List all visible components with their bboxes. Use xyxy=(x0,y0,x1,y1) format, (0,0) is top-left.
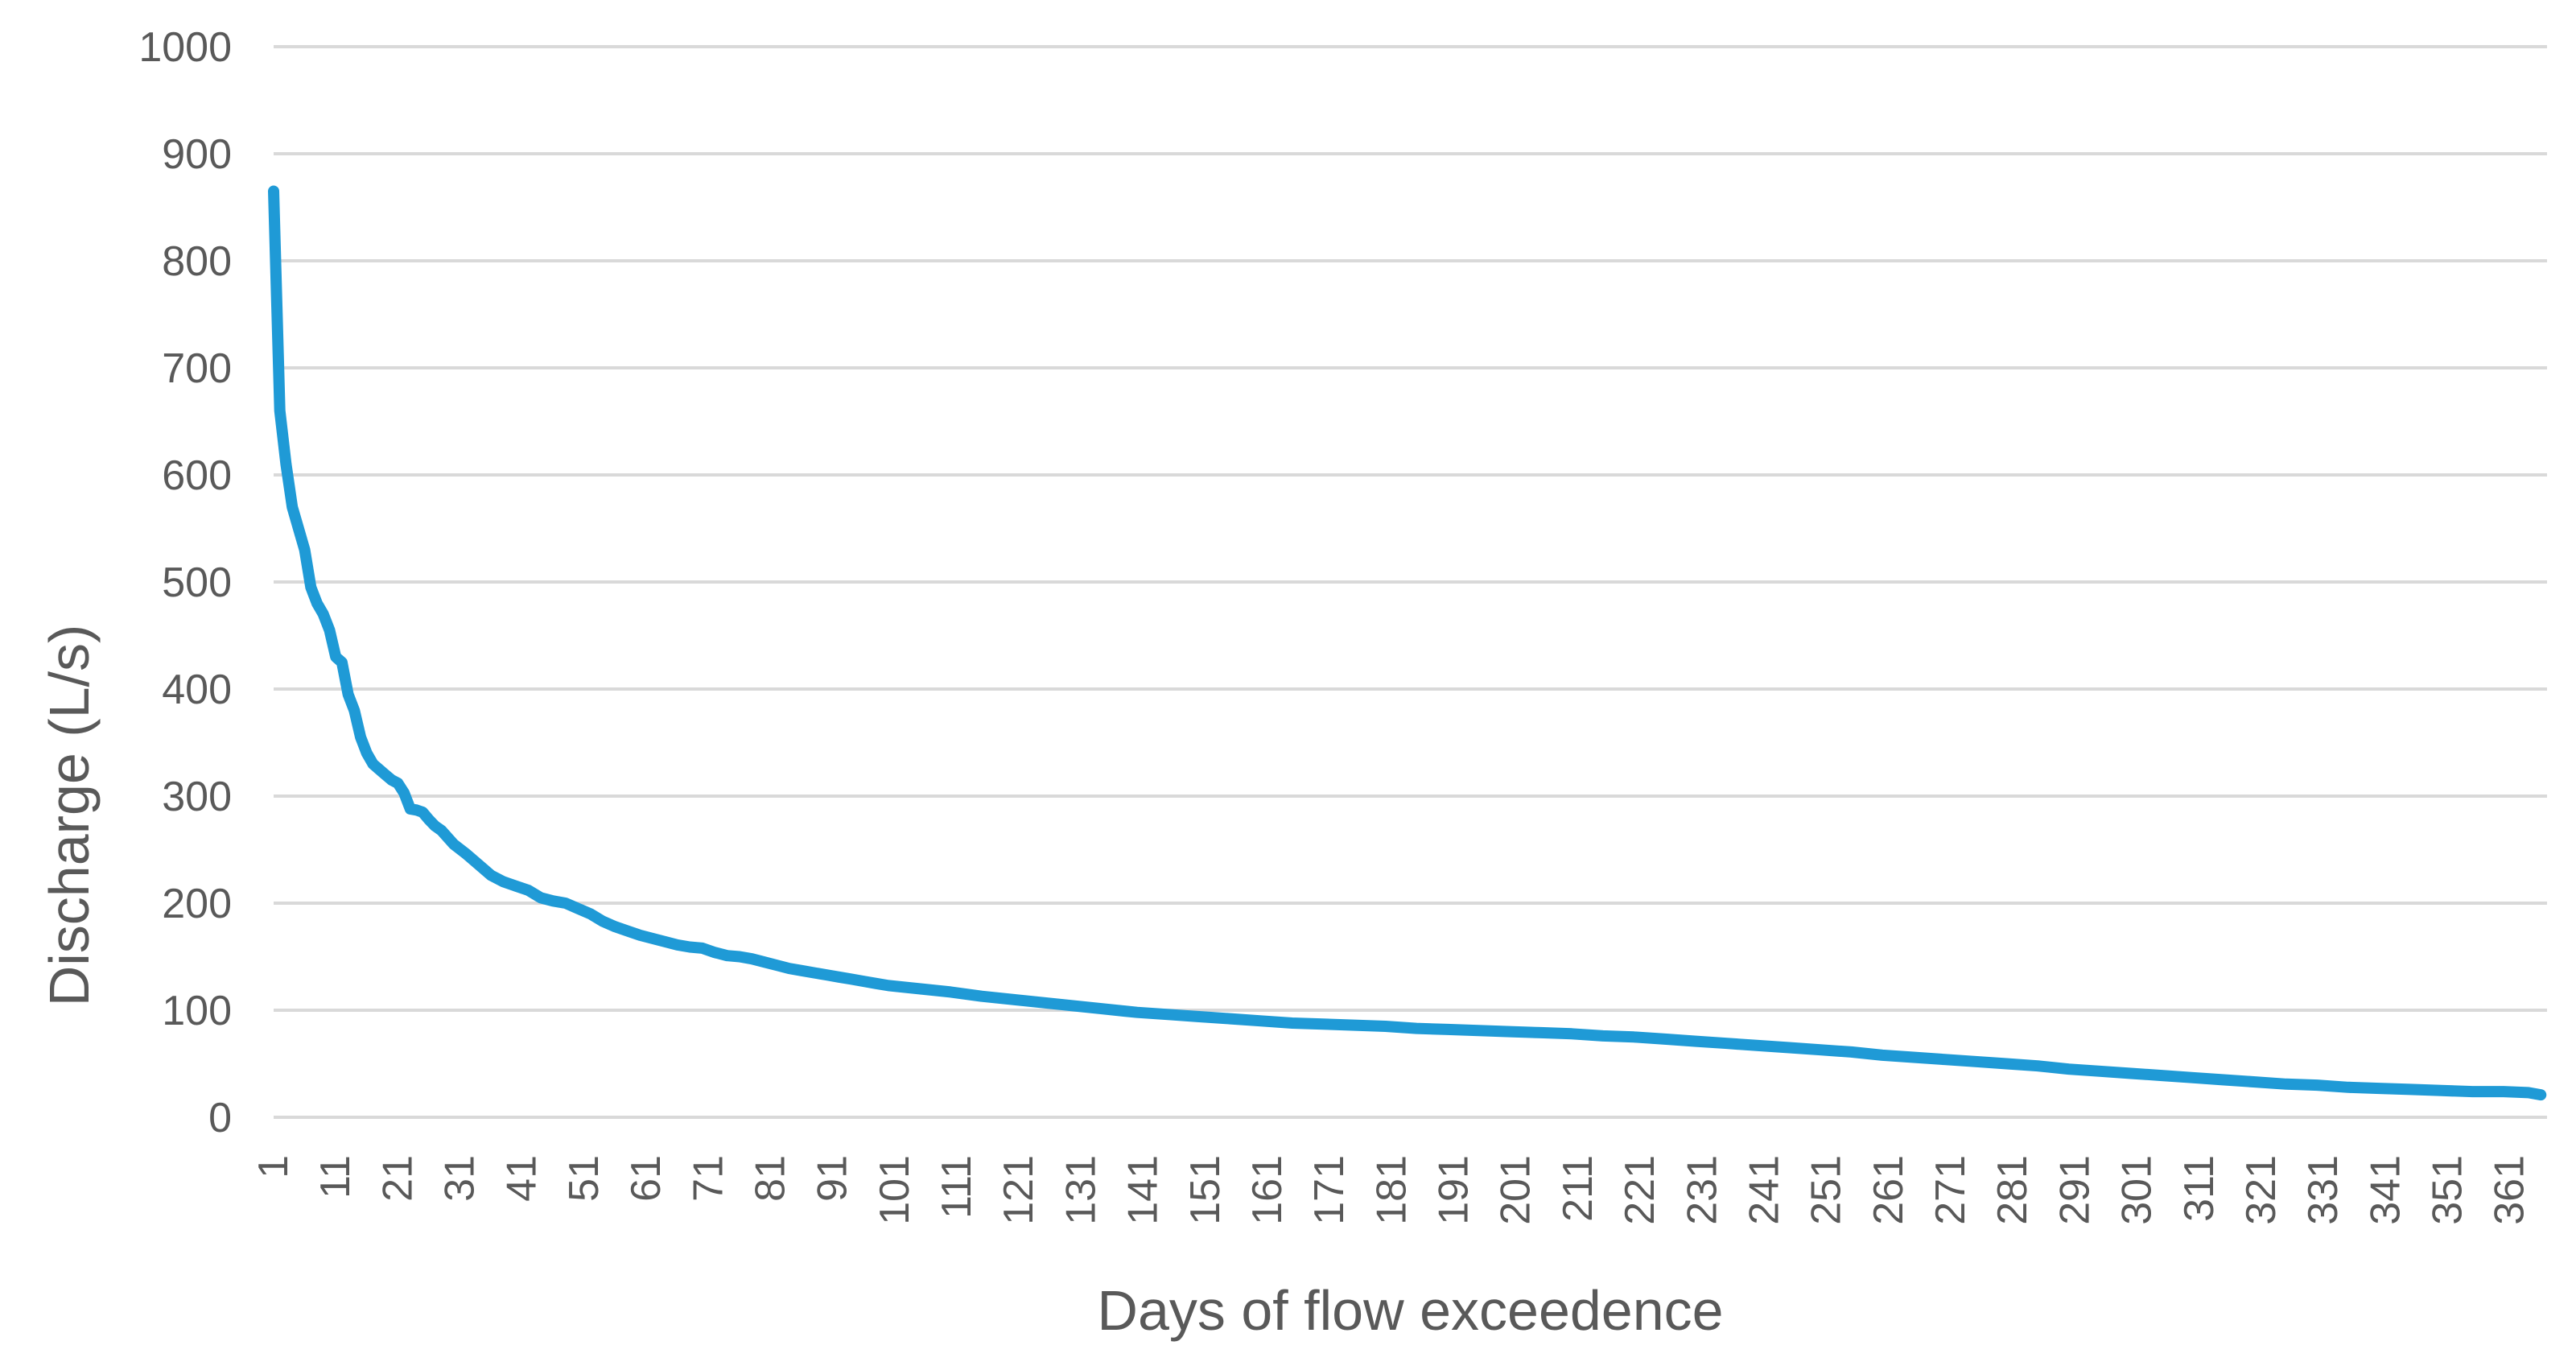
y-tick-label: 500 xyxy=(162,559,232,606)
x-tick-label: 81 xyxy=(747,1155,793,1202)
y-tick-label: 0 xyxy=(208,1095,232,1141)
y-tick-label: 800 xyxy=(162,238,232,285)
x-tick-label: 201 xyxy=(1493,1155,1539,1225)
x-tick-label: 221 xyxy=(1617,1155,1663,1225)
x-tick-label: 181 xyxy=(1368,1155,1415,1225)
x-axis-title: Days of flow exceedence xyxy=(1097,1279,1723,1342)
y-axis-title: Discharge (L/s) xyxy=(38,625,101,1007)
x-tick-label: 71 xyxy=(685,1155,732,1202)
series-line-0 xyxy=(268,185,2547,1101)
x-tick-label: 321 xyxy=(2238,1155,2285,1225)
x-tick-label: 241 xyxy=(1741,1155,1787,1225)
y-axis-tick-labels: 0 100 200 300 400 500 600 700 800 900 1000 xyxy=(138,24,232,1141)
x-tick-label: 11 xyxy=(312,1155,359,1199)
x-tick-label: 131 xyxy=(1057,1155,1104,1225)
x-tick-label: 281 xyxy=(1989,1155,2036,1225)
x-tick-label: 291 xyxy=(2051,1155,2098,1225)
y-tick-label: 600 xyxy=(162,452,232,499)
y-tick-label: 700 xyxy=(162,345,232,392)
x-tick-label: 271 xyxy=(1927,1155,1974,1225)
x-tick-label: 151 xyxy=(1182,1155,1229,1225)
x-tick-label: 121 xyxy=(995,1155,1042,1225)
x-tick-label: 301 xyxy=(2114,1155,2161,1225)
x-tick-label: 311 xyxy=(2176,1155,2223,1222)
x-tick-label: 231 xyxy=(1679,1155,1725,1225)
x-tick-label: 1 xyxy=(250,1155,297,1178)
x-tick-label: 31 xyxy=(437,1155,484,1202)
y-tick-label: 300 xyxy=(162,774,232,820)
series-layer xyxy=(268,185,2547,1101)
x-tick-label: 261 xyxy=(1865,1155,1912,1225)
x-tick-label: 41 xyxy=(499,1155,546,1202)
y-tick-label: 400 xyxy=(162,666,232,713)
y-tick-label: 100 xyxy=(162,988,232,1034)
x-axis-tick-labels: 1 11 21 31 41 51 61 71 81 91 101 111 121 131 141 151 161… xyxy=(250,1155,2533,1225)
y-tick-label: 1000 xyxy=(138,24,232,71)
x-tick-label: 111 xyxy=(934,1155,980,1219)
x-tick-label: 101 xyxy=(872,1155,918,1225)
y-tick-label: 200 xyxy=(162,881,232,927)
x-tick-label: 51 xyxy=(561,1155,608,1202)
x-tick-label: 341 xyxy=(2362,1155,2409,1225)
y-tick-label: 900 xyxy=(162,131,232,178)
x-tick-label: 211 xyxy=(1555,1155,1601,1222)
x-tick-label: 251 xyxy=(1803,1155,1850,1225)
x-tick-label: 171 xyxy=(1306,1155,1353,1225)
x-tick-label: 91 xyxy=(810,1155,856,1202)
x-tick-label: 331 xyxy=(2300,1155,2347,1225)
x-tick-label: 21 xyxy=(374,1155,421,1202)
x-tick-label: 61 xyxy=(623,1155,670,1202)
x-tick-label: 351 xyxy=(2425,1155,2471,1225)
x-tick-label: 161 xyxy=(1244,1155,1291,1225)
x-tick-label: 361 xyxy=(2487,1155,2533,1225)
x-tick-label: 141 xyxy=(1120,1155,1167,1225)
x-tick-label: 191 xyxy=(1431,1155,1478,1225)
gridlines xyxy=(274,45,2547,1119)
